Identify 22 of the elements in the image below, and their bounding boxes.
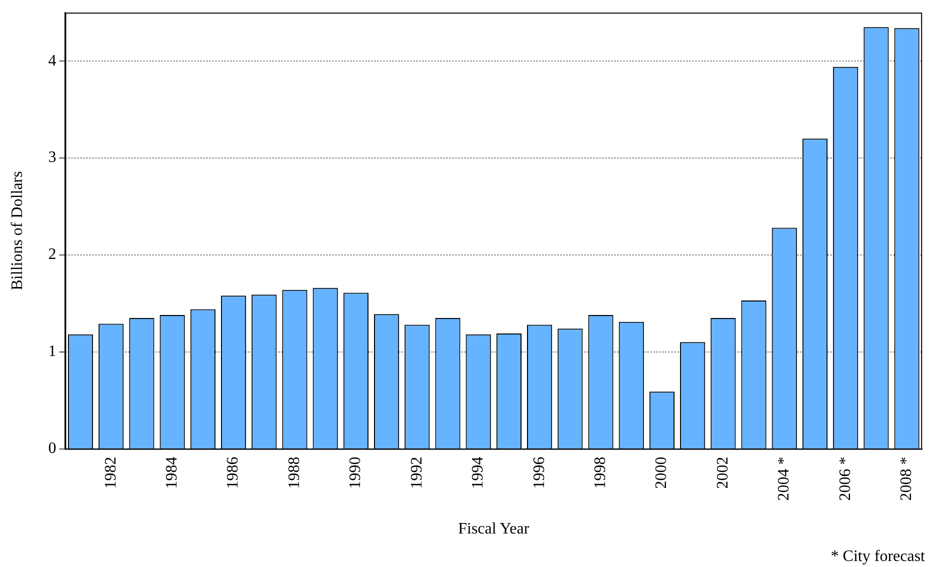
x-tick-label: 1986: [224, 456, 242, 489]
x-tick-label: 2008 *: [898, 456, 916, 501]
x-tick-label: 2000: [653, 456, 670, 489]
x-tick-label: 2002: [714, 456, 732, 489]
x-tick-label: 2006 *: [836, 456, 854, 501]
x-tick-label: 1984: [164, 456, 181, 489]
x-tick-label: 1988: [286, 456, 303, 489]
x-tick-label: 1982: [102, 456, 120, 489]
x-tick-label: 1992: [408, 456, 426, 489]
x-tick-label: 1994: [470, 456, 487, 489]
x-tick-label: 1998: [592, 456, 609, 489]
y-tick-label: 1: [48, 343, 56, 360]
y-tick-label: 4: [48, 52, 56, 70]
x-tick-label: 1996: [530, 456, 548, 489]
y-tick-label: 2: [48, 246, 56, 264]
text: * City forecast: [830, 548, 926, 566]
y-tick-label: 3: [48, 149, 56, 166]
x-tick-label: 1990: [347, 456, 364, 489]
y-tick-label: 0: [48, 440, 56, 458]
x-axis-title: Fiscal Year: [458, 520, 530, 538]
y-axis-title: Billions of Dollars: [8, 171, 26, 290]
x-tick-label: 2004 *: [776, 456, 793, 501]
